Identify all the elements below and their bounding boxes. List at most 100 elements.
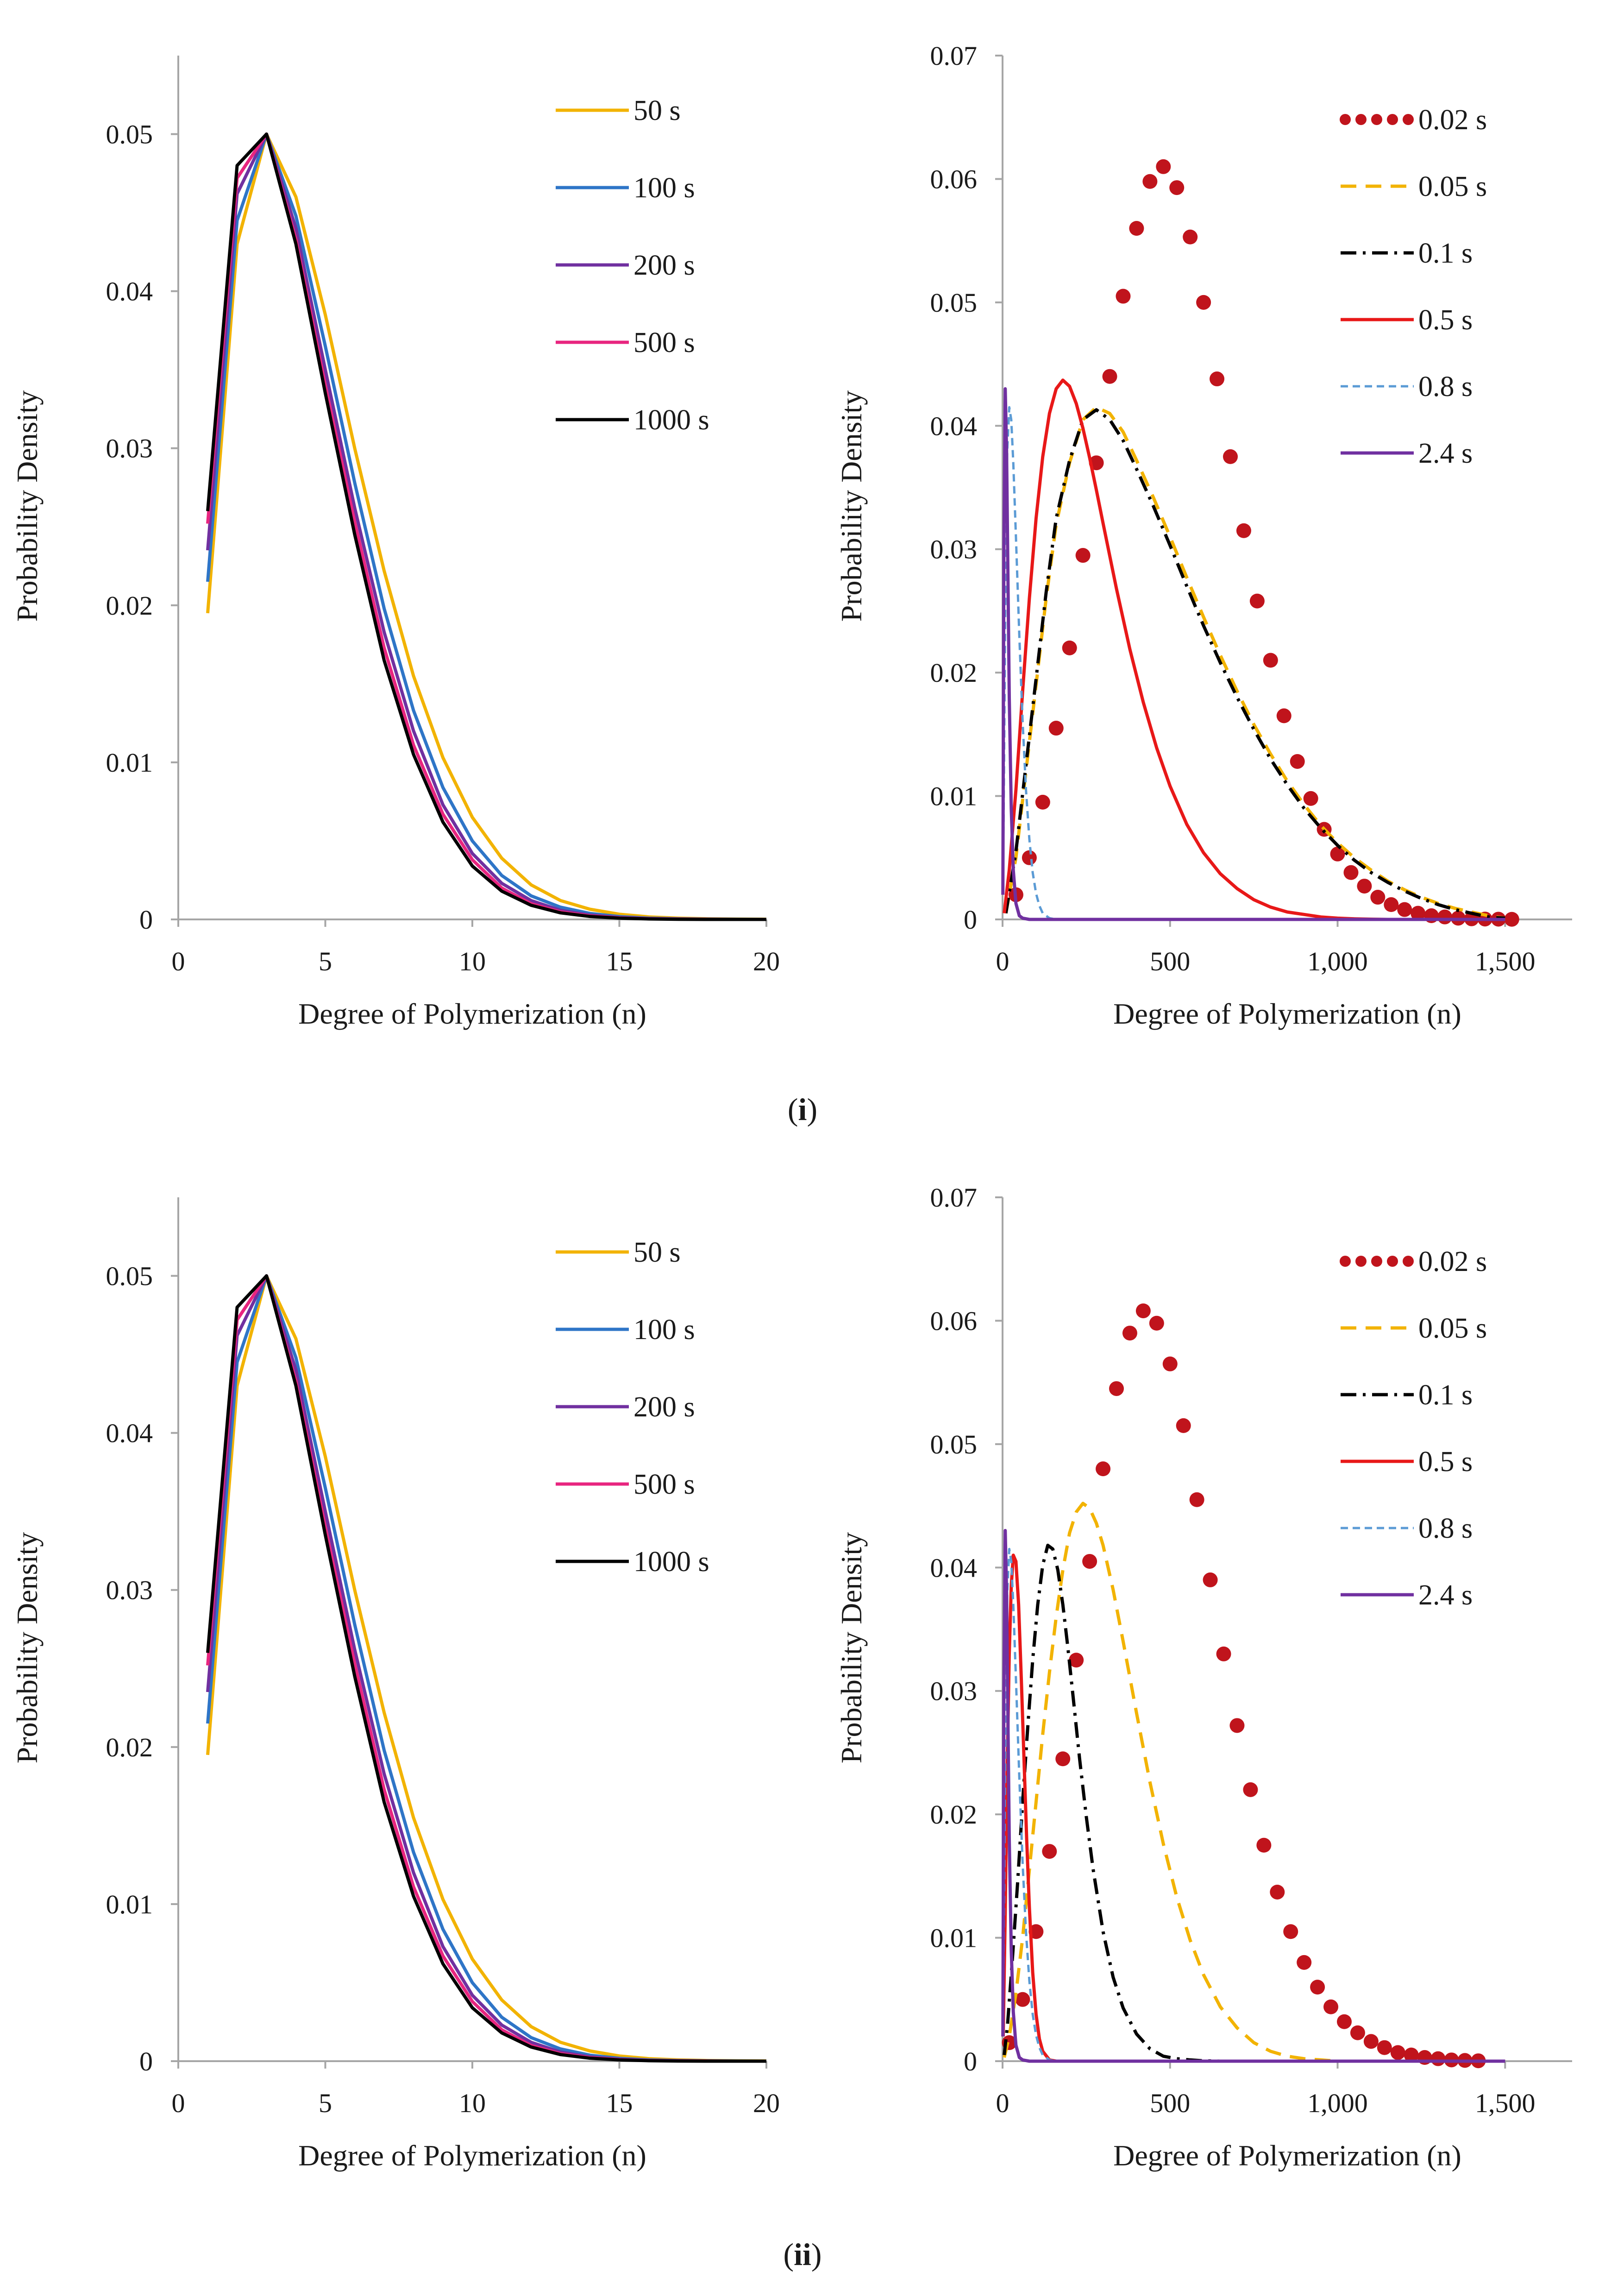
data-point <box>1504 912 1519 927</box>
data-point <box>1249 593 1265 609</box>
legend-label: 500 s <box>633 327 695 359</box>
data-point <box>1203 1572 1218 1587</box>
legend-item: 2.4 s <box>1341 1579 1473 1611</box>
y-tick-label: 0.01 <box>930 781 978 811</box>
chart-ii-right: 0 0.01 0.02 0.03 0.04 0.05 0.06 0.07 0 500 1,000 1,… <box>835 1183 1572 2172</box>
legend-label: 0.02 s <box>1418 1246 1487 1277</box>
x-tick-label: 15 <box>606 2088 633 2118</box>
data-point <box>1390 2045 1405 2060</box>
data-point <box>1196 295 1211 310</box>
x-axis-title: Degree of Polymerization (n) <box>298 2139 646 2172</box>
chart-i-right: 0 0.01 0.02 0.03 0.04 0.05 0.06 0.07 0 500 1,000 1,… <box>835 41 1572 1030</box>
legend-item: 0.02 s <box>1340 1246 1487 1277</box>
y-tick-label: 0.02 <box>106 1732 153 1762</box>
data-point <box>1236 523 1251 538</box>
legend-item: 0.05 s <box>1341 171 1487 202</box>
panel-label-open: ( <box>783 2237 794 2272</box>
data-point <box>1015 1992 1030 2007</box>
chart-i-left: 0 0.01 0.02 0.03 0.04 0.05 0 5 10 15 20 Degree of P… <box>11 56 780 1030</box>
legend-swatch <box>1355 114 1367 125</box>
data-point <box>1102 369 1117 384</box>
y-tick-label: 0.02 <box>930 1799 978 1830</box>
legend-label: 200 s <box>633 250 695 281</box>
legend-item: 50 s <box>556 95 681 126</box>
x-tick-label: 1,000 <box>1307 946 1368 976</box>
x-tick-label: 20 <box>753 946 780 976</box>
y-axis-title: Probability Density <box>11 1532 44 1764</box>
data-point <box>1189 1492 1204 1507</box>
data-point <box>1169 180 1185 195</box>
data-point <box>1156 159 1171 174</box>
data-point <box>1290 754 1305 769</box>
series-0-8-s-line <box>1002 406 1505 921</box>
series-0-05-s-line <box>1003 1502 1338 2063</box>
series-2-4-s-line <box>1001 387 1505 921</box>
series-0-5-s-line <box>1001 1554 1505 2063</box>
series-0-02-s <box>1008 159 1519 927</box>
series-0-1-s-line <box>1003 1543 1237 2063</box>
legend-label: 200 s <box>633 1391 695 1423</box>
legend-item: 1000 s <box>556 404 709 436</box>
data-point <box>1411 906 1426 921</box>
legend-label: 0.5 s <box>1418 304 1473 336</box>
y-tick-label: 0.04 <box>106 277 153 307</box>
legend-label: 1000 s <box>633 1546 709 1578</box>
data-point <box>1042 1844 1057 1859</box>
legend-label: 0.05 s <box>1418 1313 1487 1344</box>
x-axis-title: Degree of Polymerization (n) <box>1113 997 1461 1030</box>
legend-label: 100 s <box>633 172 695 204</box>
y-tick-label: 0.03 <box>930 535 978 565</box>
data-point <box>1176 1418 1191 1433</box>
data-point <box>1035 794 1050 810</box>
legend-swatch <box>1387 114 1398 125</box>
x-tick-label: 0 <box>996 946 1009 976</box>
data-point <box>1142 174 1158 189</box>
y-tick-label: 0.05 <box>930 288 978 318</box>
data-point <box>1310 1980 1325 1995</box>
series-1000-s-line <box>206 1274 766 2063</box>
x-tick-label: 1,000 <box>1307 2088 1368 2118</box>
y-tick-label: 0.07 <box>930 41 978 71</box>
legend-label: 0.8 s <box>1418 371 1473 403</box>
x-tick-label: 10 <box>459 946 486 976</box>
legend-item: 0.5 s <box>1341 1446 1473 1478</box>
legend-item: 2.4 s <box>1341 438 1473 469</box>
y-tick-label: 0.01 <box>930 1923 978 1953</box>
y-tick-label: 0.07 <box>930 1183 978 1213</box>
legend-item: 0.02 s <box>1340 104 1487 136</box>
data-point <box>1283 1924 1298 1939</box>
legend-item: 0.8 s <box>1341 1513 1473 1544</box>
panel-label-close: ) <box>807 1092 817 1127</box>
data-point <box>1330 846 1345 862</box>
data-point <box>1263 653 1278 668</box>
data-point <box>1337 2014 1352 2029</box>
data-point <box>1343 865 1359 880</box>
legend-item: 0.1 s <box>1341 238 1473 269</box>
x-tick-label: 5 <box>319 946 332 976</box>
data-point <box>1109 1381 1124 1396</box>
chart-ii-left: 0 0.01 0.02 0.03 0.04 0.05 0 5 10 15 20 Degree of P… <box>11 1197 780 2172</box>
legend-swatch <box>1403 114 1414 125</box>
legend-item: 0.5 s <box>1341 304 1473 336</box>
legend-swatch <box>1403 1256 1414 1267</box>
series-0-8-s-line <box>1002 1547 1505 2063</box>
x-tick-label: 500 <box>1150 2088 1190 2118</box>
legend-label: 0.1 s <box>1418 238 1473 269</box>
legend-label: 1000 s <box>633 404 709 436</box>
legend-item: 0.05 s <box>1341 1313 1487 1344</box>
y-tick-label: 0 <box>139 2046 153 2076</box>
legend-swatch <box>1340 1256 1351 1267</box>
y-tick-label: 0.01 <box>106 1889 153 1919</box>
x-tick-label: 15 <box>606 946 633 976</box>
data-point <box>1397 902 1412 917</box>
panel-label-numeral: ii <box>794 2237 811 2272</box>
data-point <box>1363 2034 1379 2049</box>
y-tick-label: 0.02 <box>930 658 978 688</box>
legend-item: 0.8 s <box>1341 371 1473 403</box>
data-point <box>1370 890 1386 905</box>
x-tick-label: 1,500 <box>1475 946 1536 976</box>
x-tick-label: 0 <box>172 2088 185 2118</box>
data-point <box>1350 2025 1365 2040</box>
legend-label: 50 s <box>633 1237 681 1268</box>
data-point <box>1430 2051 1446 2066</box>
